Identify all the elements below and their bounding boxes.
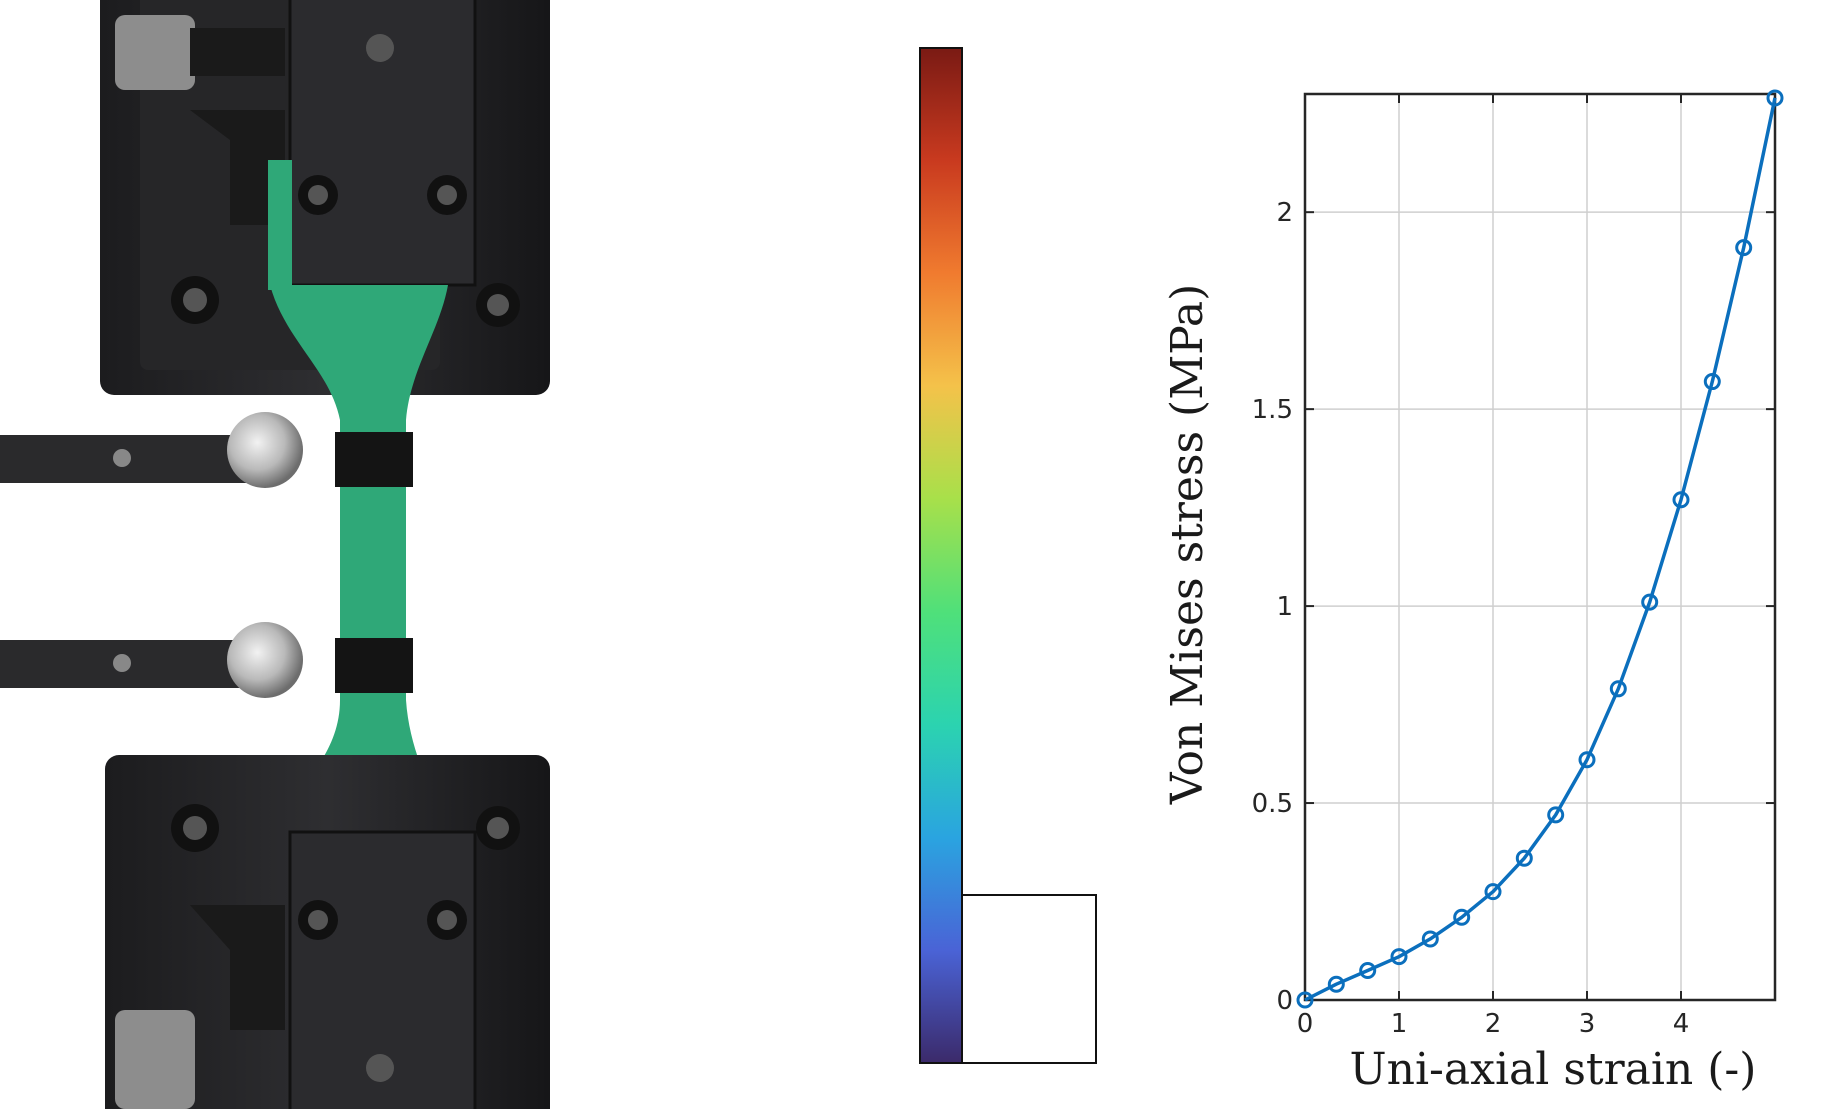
x-tick-label: 2 — [1485, 1009, 1502, 1039]
y-tick-label: 1 — [1276, 592, 1293, 622]
data-point — [1766, 89, 1784, 107]
chart-grid — [1304, 94, 1775, 1001]
data-point — [1327, 975, 1345, 993]
plot-frame — [1303, 92, 1777, 1002]
extensometer-lower-arm — [0, 622, 413, 698]
y-axis-label: Von Mises stress (MPa) — [1162, 284, 1213, 806]
data-point — [1421, 930, 1439, 948]
data-point — [1703, 373, 1721, 391]
data-point — [1578, 751, 1596, 769]
data-point — [1547, 806, 1565, 824]
data-point — [1515, 849, 1533, 867]
chart-series — [1296, 89, 1784, 1009]
colorbar-gradient — [919, 47, 963, 1064]
x-tick-label: 0 — [1297, 1009, 1314, 1039]
y-tick-label: 2 — [1276, 198, 1293, 228]
data-point — [1672, 491, 1690, 509]
x-tick-label: 4 — [1673, 1009, 1690, 1039]
data-point — [1296, 991, 1314, 1009]
extensometer-upper-arm — [0, 412, 413, 488]
data-point — [1641, 593, 1659, 611]
axis-ticks: 0 1 2 3 4 0 0.5 1 1.5 2 — [1252, 94, 1775, 1039]
y-tick-label: 1.5 — [1252, 395, 1293, 425]
stress-strain-chart: 0 1 2 3 4 0 0.5 1 1.5 2 Uni-axial strain (-) Von … — [1162, 89, 1784, 1095]
series-line — [1304, 97, 1777, 1002]
data-point — [1359, 961, 1377, 979]
data-point — [1453, 908, 1471, 926]
y-tick-label: 0 — [1276, 986, 1293, 1016]
bottom-grip — [105, 755, 550, 1109]
x-tick-label: 3 — [1579, 1009, 1596, 1039]
y-tick-label: 0.5 — [1252, 789, 1293, 819]
x-tick-label: 1 — [1391, 1009, 1408, 1039]
colorbar — [919, 47, 1097, 1064]
top-grip — [100, 0, 550, 395]
specimen-photo — [0, 0, 550, 1109]
colorbar-empty-box — [961, 894, 1097, 1064]
data-point — [1390, 948, 1408, 966]
specimen — [270, 285, 448, 830]
data-point — [1609, 680, 1627, 698]
x-axis-label: Uni-axial strain (-) — [1350, 1044, 1757, 1095]
data-point — [1484, 883, 1502, 901]
data-point — [1735, 239, 1753, 257]
